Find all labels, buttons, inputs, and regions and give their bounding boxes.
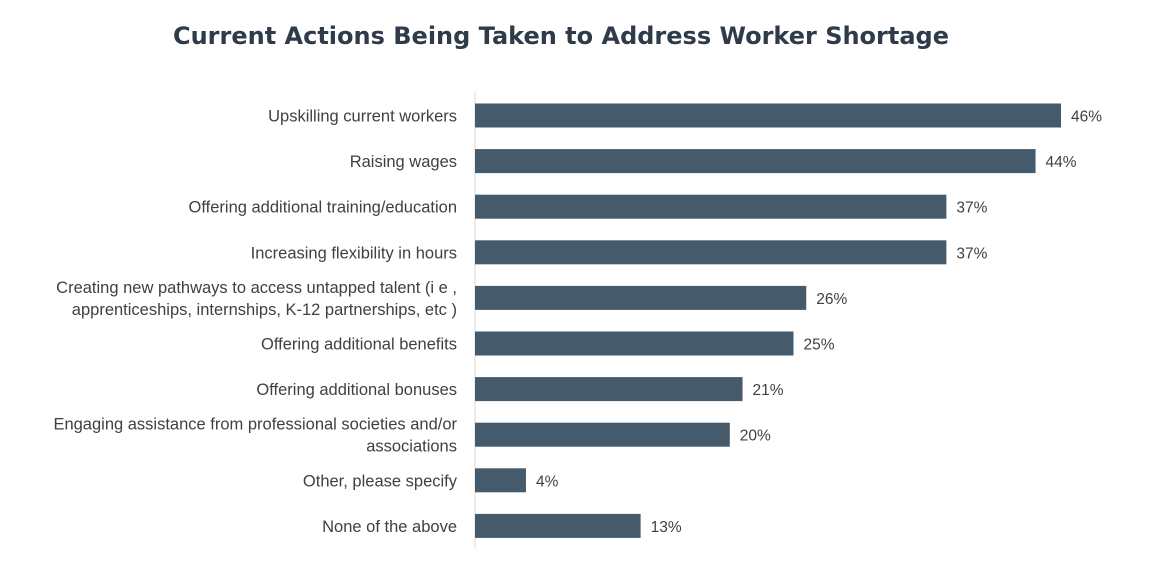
bar xyxy=(475,377,743,402)
bar xyxy=(475,422,730,447)
bar xyxy=(475,285,807,310)
bar xyxy=(475,240,947,265)
bar xyxy=(475,331,794,356)
category-label: Engaging assistance from professional so… xyxy=(53,416,457,456)
data-label: 37% xyxy=(956,200,987,217)
category-label: Raising wages xyxy=(350,153,457,171)
value-labels-group: 46% 44% 37% 37% 26% 25% 21% 20% 4% 13% xyxy=(536,109,1102,536)
bar xyxy=(475,149,1036,174)
bar xyxy=(475,468,526,493)
category-label: Offering additional training/education xyxy=(189,199,457,217)
category-label: Creating new pathways to access untapped… xyxy=(56,279,457,319)
bar xyxy=(475,513,641,538)
data-label: 44% xyxy=(1046,154,1077,171)
data-label: 20% xyxy=(740,428,771,445)
data-label: 4% xyxy=(536,473,559,490)
category-label: Offering additional bonuses xyxy=(256,381,457,399)
category-label: Increasing flexibility in hours xyxy=(251,244,457,262)
chart-title: Current Actions Being Taken to Address W… xyxy=(172,22,950,50)
data-label: 25% xyxy=(804,337,835,354)
data-label: 13% xyxy=(651,519,682,536)
bars-group xyxy=(475,103,1062,538)
bar xyxy=(475,103,1062,128)
category-label: Upskilling current workers xyxy=(268,108,457,126)
category-label: Offering additional benefits xyxy=(261,336,457,354)
category-label: None of the above xyxy=(322,518,457,536)
category-label: Other, please specify xyxy=(303,472,458,490)
data-label: 26% xyxy=(816,291,847,308)
bar xyxy=(475,194,947,219)
data-label: 37% xyxy=(956,245,987,262)
data-label: 46% xyxy=(1071,109,1102,126)
category-labels-group: Upskilling current workers Raising wages O… xyxy=(53,108,457,536)
data-label: 21% xyxy=(753,382,784,399)
